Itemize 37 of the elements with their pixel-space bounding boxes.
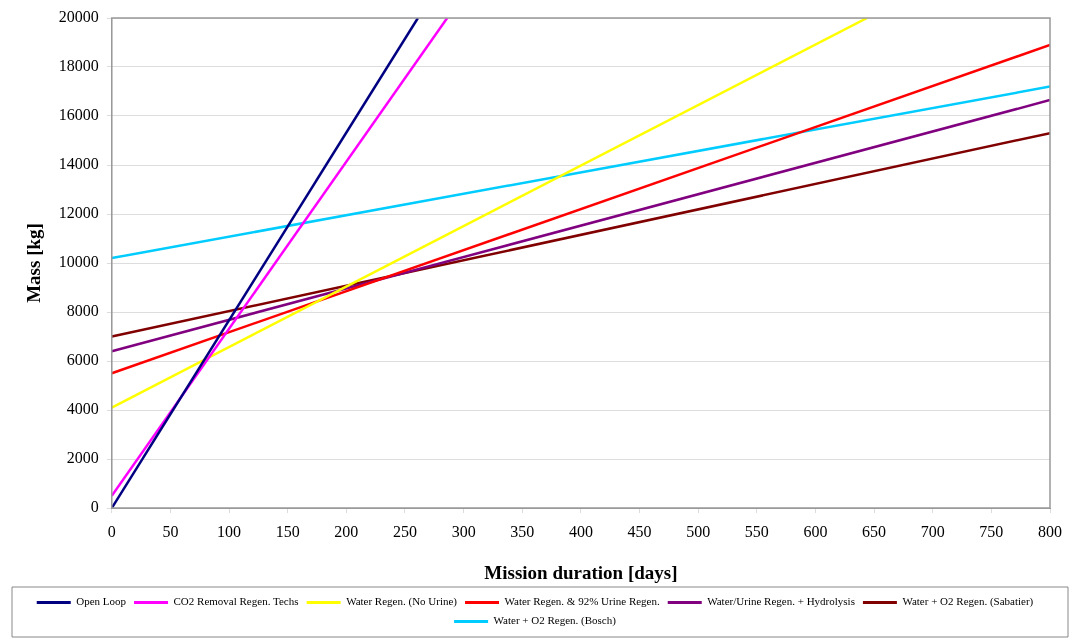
y-tick-label: 2000 (66, 449, 99, 467)
y-tick-label: 14000 (58, 155, 99, 173)
x-tick-label: 800 (1038, 522, 1062, 540)
x-tick-label: 650 (862, 522, 887, 540)
legend-label: Water + O2 Regen. (Sabatier) (902, 595, 1034, 609)
y-tick-label: 10000 (58, 253, 99, 271)
x-tick-label: 300 (451, 522, 476, 540)
x-tick-label: 550 (744, 522, 769, 540)
x-axis-title: Mission duration [days] (484, 561, 678, 583)
legend-label: CO2 Removal Regen. Techs (173, 595, 299, 608)
y-tick-label: 18000 (58, 57, 99, 75)
x-tick-label: 50 (162, 522, 179, 540)
y-tick-label: 16000 (58, 106, 99, 124)
x-tick-label: 600 (803, 522, 828, 540)
legend-label: Water Regen. & 92% Urine Regen. (504, 595, 660, 608)
x-tick-label: 0 (107, 522, 116, 540)
x-tick-label: 700 (920, 522, 945, 540)
y-tick-label: 8000 (66, 302, 99, 320)
y-tick-label: 20000 (58, 8, 99, 26)
legend-label: Water + O2 Regen. (Bosch) (493, 614, 617, 628)
x-tick-label: 400 (568, 522, 593, 540)
x-tick-label: 750 (979, 522, 1004, 540)
x-tick-label: 100 (217, 522, 242, 540)
legend-label: Water Regen. (No Urine) (346, 595, 458, 609)
x-tick-label: 450 (627, 522, 652, 540)
x-tick-label: 250 (392, 522, 417, 540)
y-tick-label: 4000 (66, 400, 99, 418)
x-tick-label: 350 (510, 522, 535, 540)
y-tick-label: 0 (90, 498, 99, 516)
legend-label: Water/Urine Regen. + Hydrolysis (707, 595, 855, 608)
x-tick-label: 200 (334, 522, 359, 540)
y-tick-label: 12000 (58, 204, 99, 222)
y-axis-title: Mass [kg] (23, 223, 45, 303)
x-tick-label: 500 (686, 522, 711, 540)
x-tick-label: 150 (275, 522, 300, 540)
y-tick-label: 6000 (66, 351, 99, 369)
legend-label: Open Loop (76, 595, 127, 608)
